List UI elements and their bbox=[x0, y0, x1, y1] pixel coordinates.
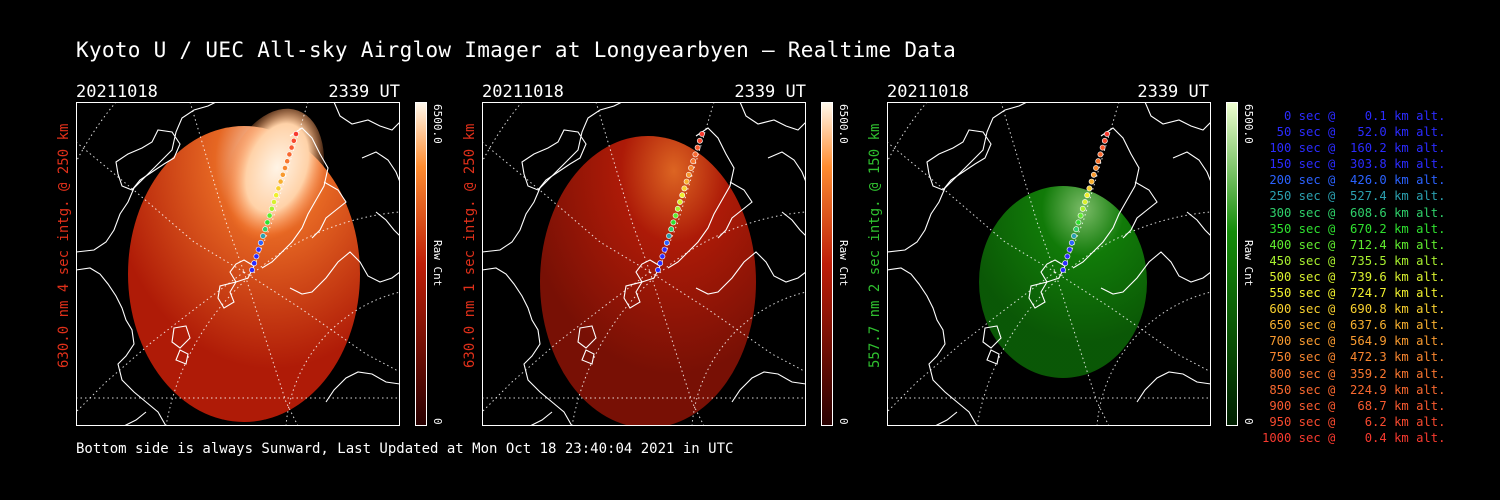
legend-row: 450 sec @ 735.5 km alt. bbox=[1262, 253, 1446, 268]
legend-row: 150 sec @ 303.8 km alt. bbox=[1262, 157, 1446, 172]
panel-2-time: 2339 UT bbox=[734, 82, 806, 102]
legend-row: 750 sec @ 472.3 km alt. bbox=[1262, 350, 1446, 365]
panel-1-map bbox=[76, 102, 400, 426]
panel-2-map bbox=[482, 102, 806, 426]
page-title: Kyoto U / UEC All-sky Airglow Imager at … bbox=[76, 38, 957, 62]
legend-row: 950 sec @ 6.2 km alt. bbox=[1262, 414, 1446, 429]
legend-row: 900 sec @ 68.7 km alt. bbox=[1262, 398, 1446, 413]
panel-1-colorbar-title: Raw Cnt bbox=[431, 240, 444, 287]
legend-row: 50 sec @ 52.0 km alt. bbox=[1262, 125, 1446, 140]
legend-row: 250 sec @ 527.4 km alt. bbox=[1262, 189, 1446, 204]
panel-3-date: 20211018 bbox=[887, 82, 969, 102]
legend-row: 350 sec @ 670.2 km alt. bbox=[1262, 221, 1446, 236]
legend-row: 200 sec @ 426.0 km alt. bbox=[1262, 173, 1446, 188]
panel-2-ylabel: 630.0 nm 1 sec intg. @ 250 km bbox=[462, 123, 478, 368]
legend-row: 600 sec @ 690.8 km alt. bbox=[1262, 302, 1446, 317]
panel-1-colorbar-min: 0 bbox=[431, 418, 444, 425]
panel-2-colorbar-max: 6500.0 bbox=[837, 104, 850, 144]
legend-row: 300 sec @ 608.6 km alt. bbox=[1262, 205, 1446, 220]
legend-row: 850 sec @ 224.9 km alt. bbox=[1262, 382, 1446, 397]
panel-2-date: 20211018 bbox=[482, 82, 564, 102]
panel-3-time: 2339 UT bbox=[1137, 82, 1209, 102]
panel-3-colorbar-min: 0 bbox=[1242, 418, 1255, 425]
panel-1-time: 2339 UT bbox=[328, 82, 400, 102]
trajectory-legend: 0 sec @ 0.1 km alt. 50 sec @ 52.0 km alt… bbox=[1262, 108, 1446, 446]
legend-row: 700 sec @ 564.9 km alt. bbox=[1262, 334, 1446, 349]
panel-1-colorbar bbox=[415, 102, 427, 426]
panel-2-colorbar bbox=[821, 102, 833, 426]
panel-3-map bbox=[887, 102, 1211, 426]
legend-row: 650 sec @ 637.6 km alt. bbox=[1262, 318, 1446, 333]
panel-3-colorbar-max: 6500.0 bbox=[1242, 104, 1255, 144]
legend-row: 500 sec @ 739.6 km alt. bbox=[1262, 269, 1446, 284]
panel-1-ylabel: 630.0 nm 4 sec intg. @ 250 km bbox=[56, 123, 72, 368]
legend-row: 550 sec @ 724.7 km alt. bbox=[1262, 286, 1446, 301]
panel-2-colorbar-min: 0 bbox=[837, 418, 850, 425]
legend-row: 0 sec @ 0.1 km alt. bbox=[1262, 109, 1446, 123]
panel-1-date: 20211018 bbox=[76, 82, 158, 102]
legend-row: 800 sec @ 359.2 km alt. bbox=[1262, 366, 1446, 381]
panel-2-colorbar-title: Raw Cnt bbox=[837, 240, 850, 287]
panel-3-ylabel: 557.7 nm 2 sec intg. @ 150 km bbox=[867, 123, 883, 368]
footer-note: Bottom side is always Sunward, Last Upda… bbox=[76, 441, 734, 457]
legend-row: 400 sec @ 712.4 km alt. bbox=[1262, 237, 1446, 252]
legend-row: 1000 sec @ 0.4 km alt. bbox=[1262, 430, 1446, 445]
legend-row: 100 sec @ 160.2 km alt. bbox=[1262, 141, 1446, 156]
panel-3-colorbar-title: Raw Cnt bbox=[1242, 240, 1255, 287]
panel-1-colorbar-max: 6500.0 bbox=[431, 104, 444, 144]
panel-3-colorbar bbox=[1226, 102, 1238, 426]
